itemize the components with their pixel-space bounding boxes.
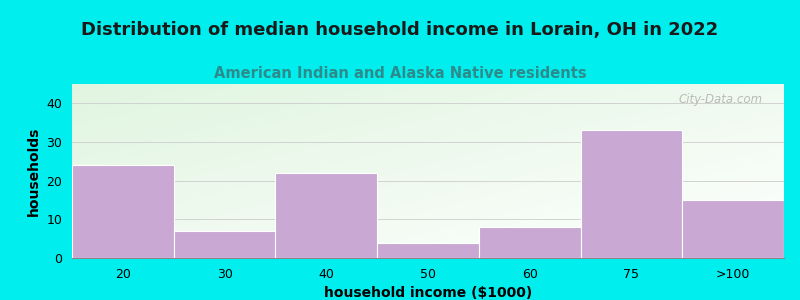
Bar xyxy=(377,242,479,258)
Bar xyxy=(72,165,174,258)
X-axis label: household income ($1000): household income ($1000) xyxy=(324,286,532,300)
Bar xyxy=(275,173,377,258)
Bar xyxy=(479,227,581,258)
Bar xyxy=(682,200,784,258)
Y-axis label: households: households xyxy=(27,126,41,216)
Text: Distribution of median household income in Lorain, OH in 2022: Distribution of median household income … xyxy=(82,21,718,39)
Bar xyxy=(581,130,682,258)
Text: City-Data.com: City-Data.com xyxy=(678,93,762,106)
Bar xyxy=(174,231,275,258)
Text: American Indian and Alaska Native residents: American Indian and Alaska Native reside… xyxy=(214,66,586,81)
